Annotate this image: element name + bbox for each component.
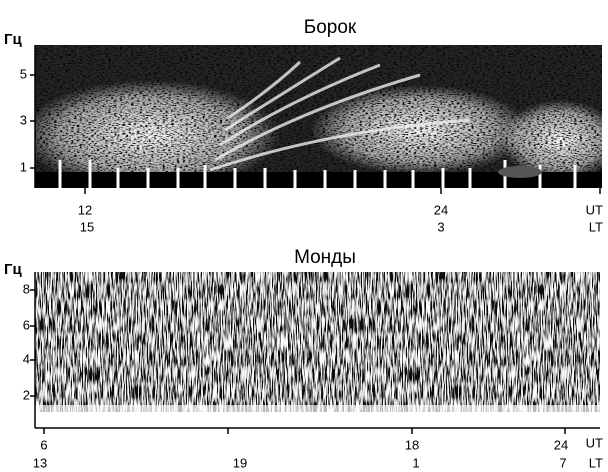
lt-tick-label: 13 xyxy=(33,455,47,470)
ut-tick-label: 24 xyxy=(554,437,568,452)
ut-tick-label: 18 xyxy=(405,437,419,452)
spectrogram xyxy=(35,45,602,188)
y-tick-label: 3 xyxy=(20,112,27,127)
ut-tick-label: 6 xyxy=(40,437,47,452)
ut-tick-label: 12 xyxy=(78,202,92,217)
panel-title: Борок xyxy=(304,17,357,38)
y-tick-label: 5 xyxy=(20,66,27,81)
y-unit: Гц xyxy=(4,31,23,48)
lt-tick-label: 3 xyxy=(437,219,444,234)
ut-tick-label: 24 xyxy=(434,202,448,217)
y-tick-label: 1 xyxy=(20,159,27,174)
lt-label: LT xyxy=(589,455,603,470)
lt-tick-label: 19 xyxy=(233,455,247,470)
lt-tick-label: 1 xyxy=(412,455,419,470)
y-unit: Гц xyxy=(4,261,23,278)
ut-label: UT xyxy=(586,202,603,217)
y-tick-label: 8 xyxy=(23,281,30,296)
y-tick-label: 4 xyxy=(23,351,30,366)
lt-tick-label: 15 xyxy=(80,219,94,234)
spectrogram xyxy=(35,272,600,428)
panel-title: Монды xyxy=(294,247,356,268)
ut-label: UT xyxy=(586,435,603,450)
y-tick-label: 2 xyxy=(23,387,30,402)
lt-label: LT xyxy=(589,219,603,234)
lt-tick-label: 7 xyxy=(559,455,566,470)
y-tick-label: 6 xyxy=(23,317,30,332)
